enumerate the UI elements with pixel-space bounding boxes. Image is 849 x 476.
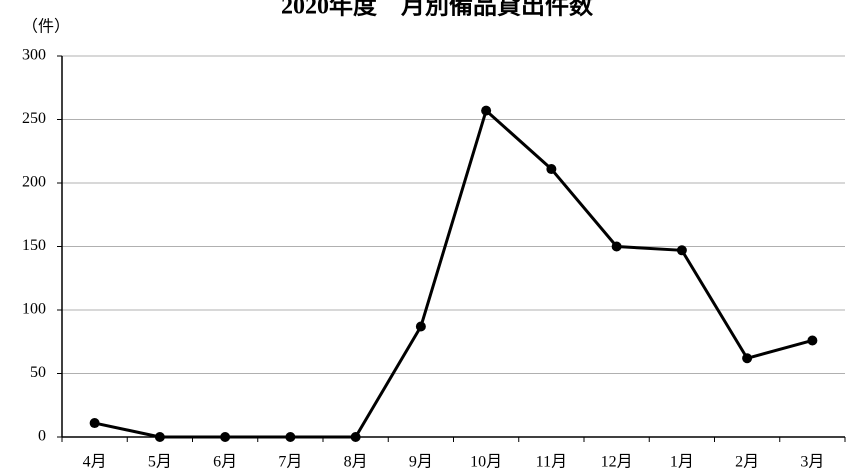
y-tick-label: 100 [22, 301, 46, 318]
y-tick-label: 300 [22, 47, 46, 64]
point [676, 245, 687, 256]
point [742, 353, 753, 364]
point [611, 241, 622, 252]
point [546, 164, 557, 175]
x-tick-label: 4月 [83, 454, 107, 471]
point [481, 105, 492, 116]
x-tick-label: 12月 [601, 454, 633, 471]
x-tick-label: 2月 [735, 454, 759, 471]
x-tick-label: 8月 [344, 454, 368, 471]
y-tick-label: 50 [30, 364, 46, 381]
x-tick-label: 5月 [148, 454, 172, 471]
y-axis-label: （件） [22, 18, 70, 36]
x-tick-label: 7月 [278, 454, 302, 471]
point [285, 432, 296, 442]
x-tick-label: 10月 [470, 454, 502, 471]
x-tick-label: 9月 [409, 454, 433, 471]
point [807, 335, 818, 346]
point [220, 432, 231, 442]
y-tick-label: 0 [38, 428, 46, 445]
x-tick-label: 1月 [670, 454, 694, 471]
y-tick-label: 200 [22, 174, 46, 191]
point [154, 432, 165, 442]
chart-title: 2020年度 月別備品貸出件数 [281, 0, 594, 20]
point [89, 418, 100, 429]
x-tick-label: 11月 [536, 454, 567, 471]
line [94, 109, 813, 439]
y-tick-label: 250 [22, 110, 46, 127]
point [415, 321, 426, 332]
x-tick-label: 3月 [800, 454, 824, 471]
x-tick-label: 6月 [213, 454, 237, 471]
y-tick-label: 150 [22, 237, 46, 254]
point [350, 432, 361, 442]
